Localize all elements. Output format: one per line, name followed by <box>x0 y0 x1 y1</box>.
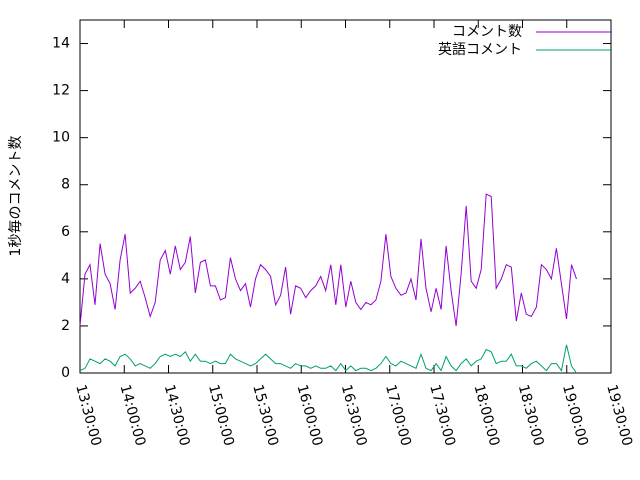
y-tick-label: 8 <box>61 177 70 193</box>
y-tick-label: 12 <box>52 83 70 99</box>
y-tick-label: 0 <box>61 365 70 381</box>
series-line <box>79 193 577 326</box>
plot-border <box>79 19 612 374</box>
y-tick-label: 2 <box>61 318 70 334</box>
y-tick-label: 6 <box>61 224 70 240</box>
series-line <box>79 344 577 374</box>
y-tick-label: 4 <box>61 271 70 287</box>
legend-label: 英語コメント <box>438 41 522 58</box>
legend-label: コメント数 <box>452 24 522 40</box>
y-tick-label: 14 <box>52 36 70 52</box>
y-tick-label: 10 <box>52 130 70 146</box>
y-axis-label: 1秒毎のコメント数 <box>8 136 24 257</box>
